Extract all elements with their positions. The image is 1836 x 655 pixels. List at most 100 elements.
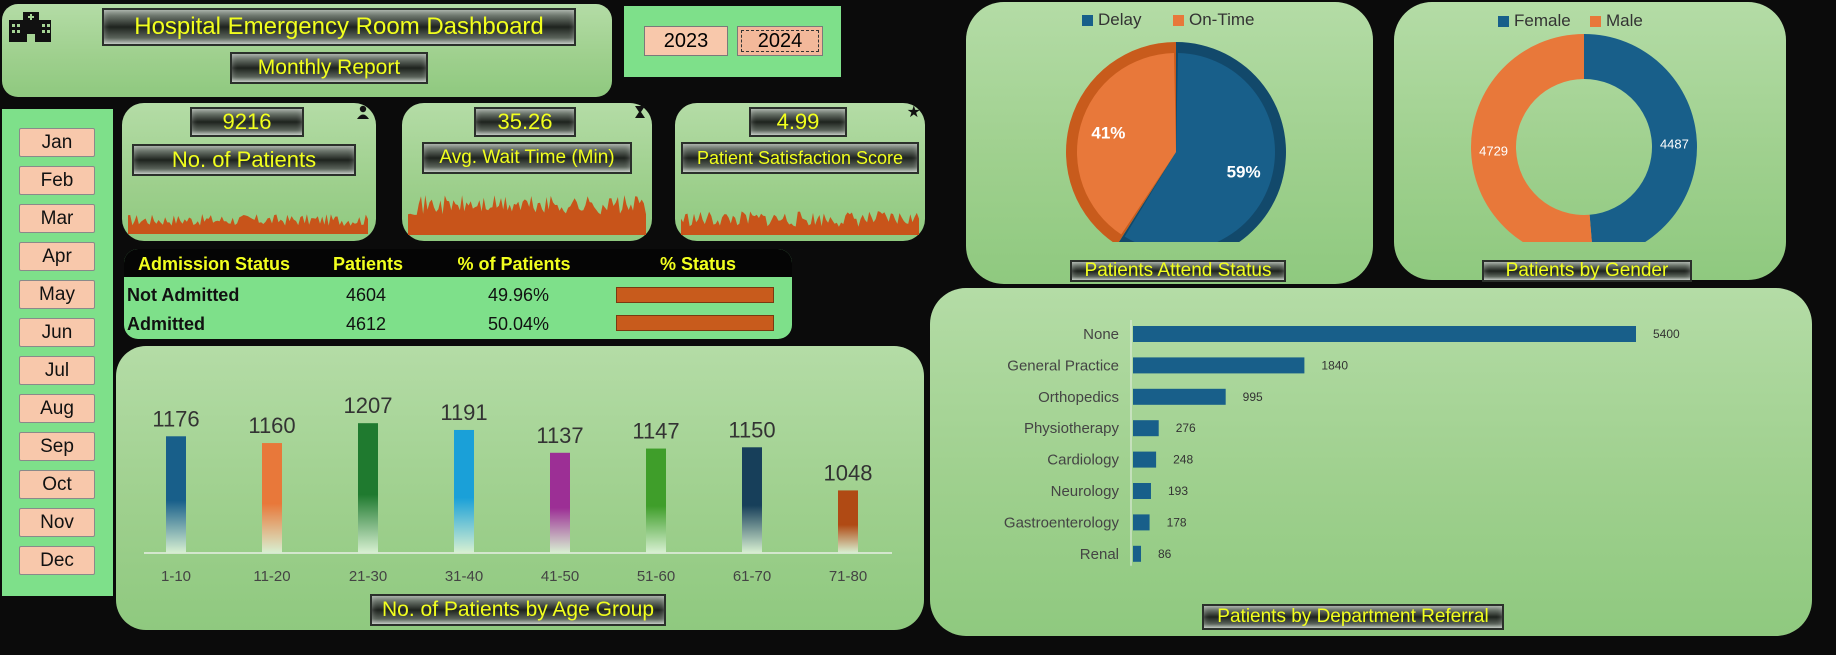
age-bar-label: 1160: [248, 413, 295, 438]
attend-status-panel: Delay On-Time 59% 41% Patients Attend Sta…: [966, 2, 1373, 284]
age-bar: [838, 490, 858, 553]
kpi-value: 4.99: [749, 107, 847, 137]
age-bar-label: 1048: [824, 460, 873, 485]
department-referral-chart: None 5400 General Practice 1840 Orthopedics 9…: [1004, 320, 1680, 566]
star-icon: ★: [906, 104, 921, 121]
pie-slice-label: 41%: [1091, 123, 1125, 142]
col-header-patients: Patients: [332, 254, 404, 274]
month-button-jul[interactable]: Jul: [19, 356, 95, 385]
age-bar-label: 1191: [440, 400, 487, 425]
sparkline-area: [408, 195, 646, 235]
gender-chart-title: Patients by Gender: [1482, 260, 1692, 282]
gender-panel: Female Male 4487 4729 Patients by Gender: [1394, 2, 1786, 282]
month-button-may[interactable]: May: [19, 280, 95, 309]
department-value-label: 193: [1168, 484, 1188, 498]
sparkline-area: [681, 211, 919, 235]
legend-label: Male: [1606, 11, 1643, 30]
donut-slice: [1471, 34, 1592, 242]
year-button-2024[interactable]: 2024: [737, 26, 823, 56]
kpi-card-wait: 35.26 Avg. Wait Time (Min): [402, 103, 652, 241]
age-bar-label: 1176: [152, 406, 199, 431]
kpi-label: Avg. Wait Time (Min): [422, 142, 632, 174]
satisfaction-sparkline: [681, 211, 919, 235]
year-button-2023[interactable]: 2023: [644, 26, 728, 56]
legend-on-time: On-Time: [1173, 10, 1255, 30]
department-bar: [1133, 388, 1226, 405]
row-status: Not Admitted: [127, 285, 240, 305]
donut-slice-label: 4729: [1479, 144, 1508, 159]
year-selector: 2023 2024: [624, 6, 841, 77]
row-pct-bar: [616, 287, 774, 303]
department-bar: [1133, 420, 1159, 437]
month-button-sep[interactable]: Sep: [19, 432, 95, 461]
age-tick-label: 71-80: [829, 568, 867, 585]
department-value-label: 1840: [1321, 358, 1348, 372]
month-button-feb[interactable]: Feb: [19, 166, 95, 195]
age-tick-label: 61-70: [733, 568, 771, 585]
donut-slice: [1584, 34, 1697, 242]
age-tick-label: 11-20: [253, 568, 290, 585]
age-bar-label: 1137: [536, 423, 583, 448]
department-value-label: 248: [1173, 453, 1193, 467]
department-value-label: 178: [1167, 515, 1187, 529]
department-category-label: Orthopedics: [1038, 389, 1119, 406]
month-button-aug[interactable]: Aug: [19, 394, 95, 423]
table-header: [124, 249, 792, 277]
age-bar-label: 1147: [632, 419, 679, 444]
pie-slice-label: 59%: [1227, 163, 1261, 182]
department-bar: [1133, 545, 1142, 562]
department-category-label: Renal: [1080, 546, 1119, 563]
age-bar: [166, 436, 186, 553]
month-button-dec[interactable]: Dec: [19, 546, 95, 575]
hospital-icon: [7, 8, 53, 44]
col-header-pct: % of Patients: [457, 254, 571, 274]
attend-chart-title: Patients Attend Status: [1070, 260, 1286, 282]
row-pct-bar: [616, 315, 774, 331]
department-category-label: Physiotherapy: [1024, 420, 1120, 437]
age-tick-label: 31-40: [445, 568, 483, 585]
month-button-mar[interactable]: Mar: [19, 204, 95, 233]
department-bar: [1133, 514, 1150, 531]
legend-female: Female: [1498, 11, 1571, 31]
row-pct: 49.96%: [488, 285, 550, 305]
attend-status-pie: 59% 41%: [1066, 42, 1286, 242]
age-bar-label: 1207: [344, 393, 393, 418]
row-status: Admitted: [127, 314, 205, 334]
legend-label: Female: [1514, 11, 1571, 30]
department-category-label: None: [1083, 326, 1119, 343]
department-bar: [1133, 451, 1157, 468]
col-header-pct-status: % Status: [659, 254, 737, 274]
month-button-jun[interactable]: Jun: [19, 318, 95, 347]
month-button-nov[interactable]: Nov: [19, 508, 95, 537]
hourglass-icon: [634, 105, 646, 122]
department-bar: [1133, 326, 1636, 342]
age-tick-label: 21-30: [349, 568, 387, 585]
month-button-oct[interactable]: Oct: [19, 470, 95, 499]
department-chart-title: Patients by Department Referral: [1202, 604, 1504, 630]
pie-slice: [1124, 53, 1275, 242]
kpi-value: 9216: [190, 107, 304, 137]
month-button-jan[interactable]: Jan: [19, 128, 95, 157]
kpi-label: Patient Satisfaction Score: [681, 142, 919, 174]
donut-slice-label: 4487: [1660, 136, 1689, 151]
department-value-label: 276: [1176, 421, 1196, 435]
kpi-label: No. of Patients: [132, 144, 356, 176]
age-group-chart: 1176 1-10 1160 11-20 1207 21-30 1191 31-40 1137 4…: [144, 393, 892, 585]
admission-status-table: Admission Status Patients % of Patients …: [124, 249, 792, 339]
department-category-label: Neurology: [1051, 483, 1120, 500]
kpi-card-satisfaction: 4.99 ★ Patient Satisfaction Score: [675, 103, 925, 241]
legend-label: Delay: [1098, 10, 1142, 29]
department-value-label: 5400: [1653, 327, 1680, 341]
kpi-value: 35.26: [474, 107, 576, 137]
department-bar: [1133, 483, 1151, 499]
month-button-apr[interactable]: Apr: [19, 242, 95, 271]
department-panel: None 5400 General Practice 1840 Orthopedics 9…: [930, 288, 1812, 636]
row-patients: 4612: [346, 314, 387, 334]
age-bar-label: 1150: [728, 417, 775, 442]
row-pct: 50.04%: [488, 314, 550, 334]
age-bar: [454, 429, 474, 553]
dashboard-title: Hospital Emergency Room Dashboard: [102, 8, 576, 46]
report-subtitle: Monthly Report: [230, 52, 428, 84]
age-tick-label: 41-50: [541, 568, 579, 585]
age-chart-title: No. of Patients by Age Group: [370, 594, 666, 626]
